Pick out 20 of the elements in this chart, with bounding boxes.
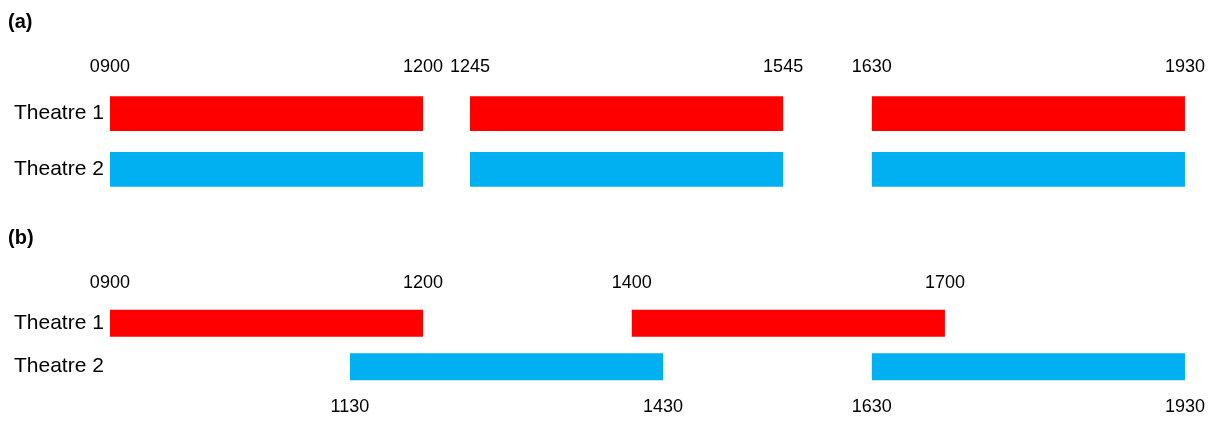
x-tick-label: 1630: [851, 396, 892, 417]
y-tick-label: Theatre 2: [14, 353, 104, 377]
x-tick-label: 0900: [89, 55, 130, 76]
y-tick-label: Theatre 1: [14, 100, 104, 124]
x2-tick-label: 0900: [89, 271, 130, 292]
y-tick-label: Theatre 2: [14, 156, 104, 180]
chart-title: (b): [8, 225, 34, 248]
x-tick-label: 1200: [403, 55, 444, 76]
x-tick-label: 1930: [1164, 55, 1205, 76]
x-tick-label: 1130: [330, 396, 370, 417]
x2-tick-label: 1200: [403, 271, 444, 292]
x-tick-label: 1630: [851, 55, 892, 76]
x-tick-label: 1245: [449, 55, 491, 76]
x-tick-label: 1930: [1164, 396, 1205, 417]
x-tick-label: 1430: [643, 396, 684, 417]
x-tick-label: 1545: [763, 55, 804, 76]
x2-tick-label: 1700: [924, 271, 965, 292]
y-tick-label: Theatre 1: [14, 310, 104, 334]
chart-title: (a): [8, 9, 33, 32]
x2-tick-label: 1400: [611, 271, 652, 292]
